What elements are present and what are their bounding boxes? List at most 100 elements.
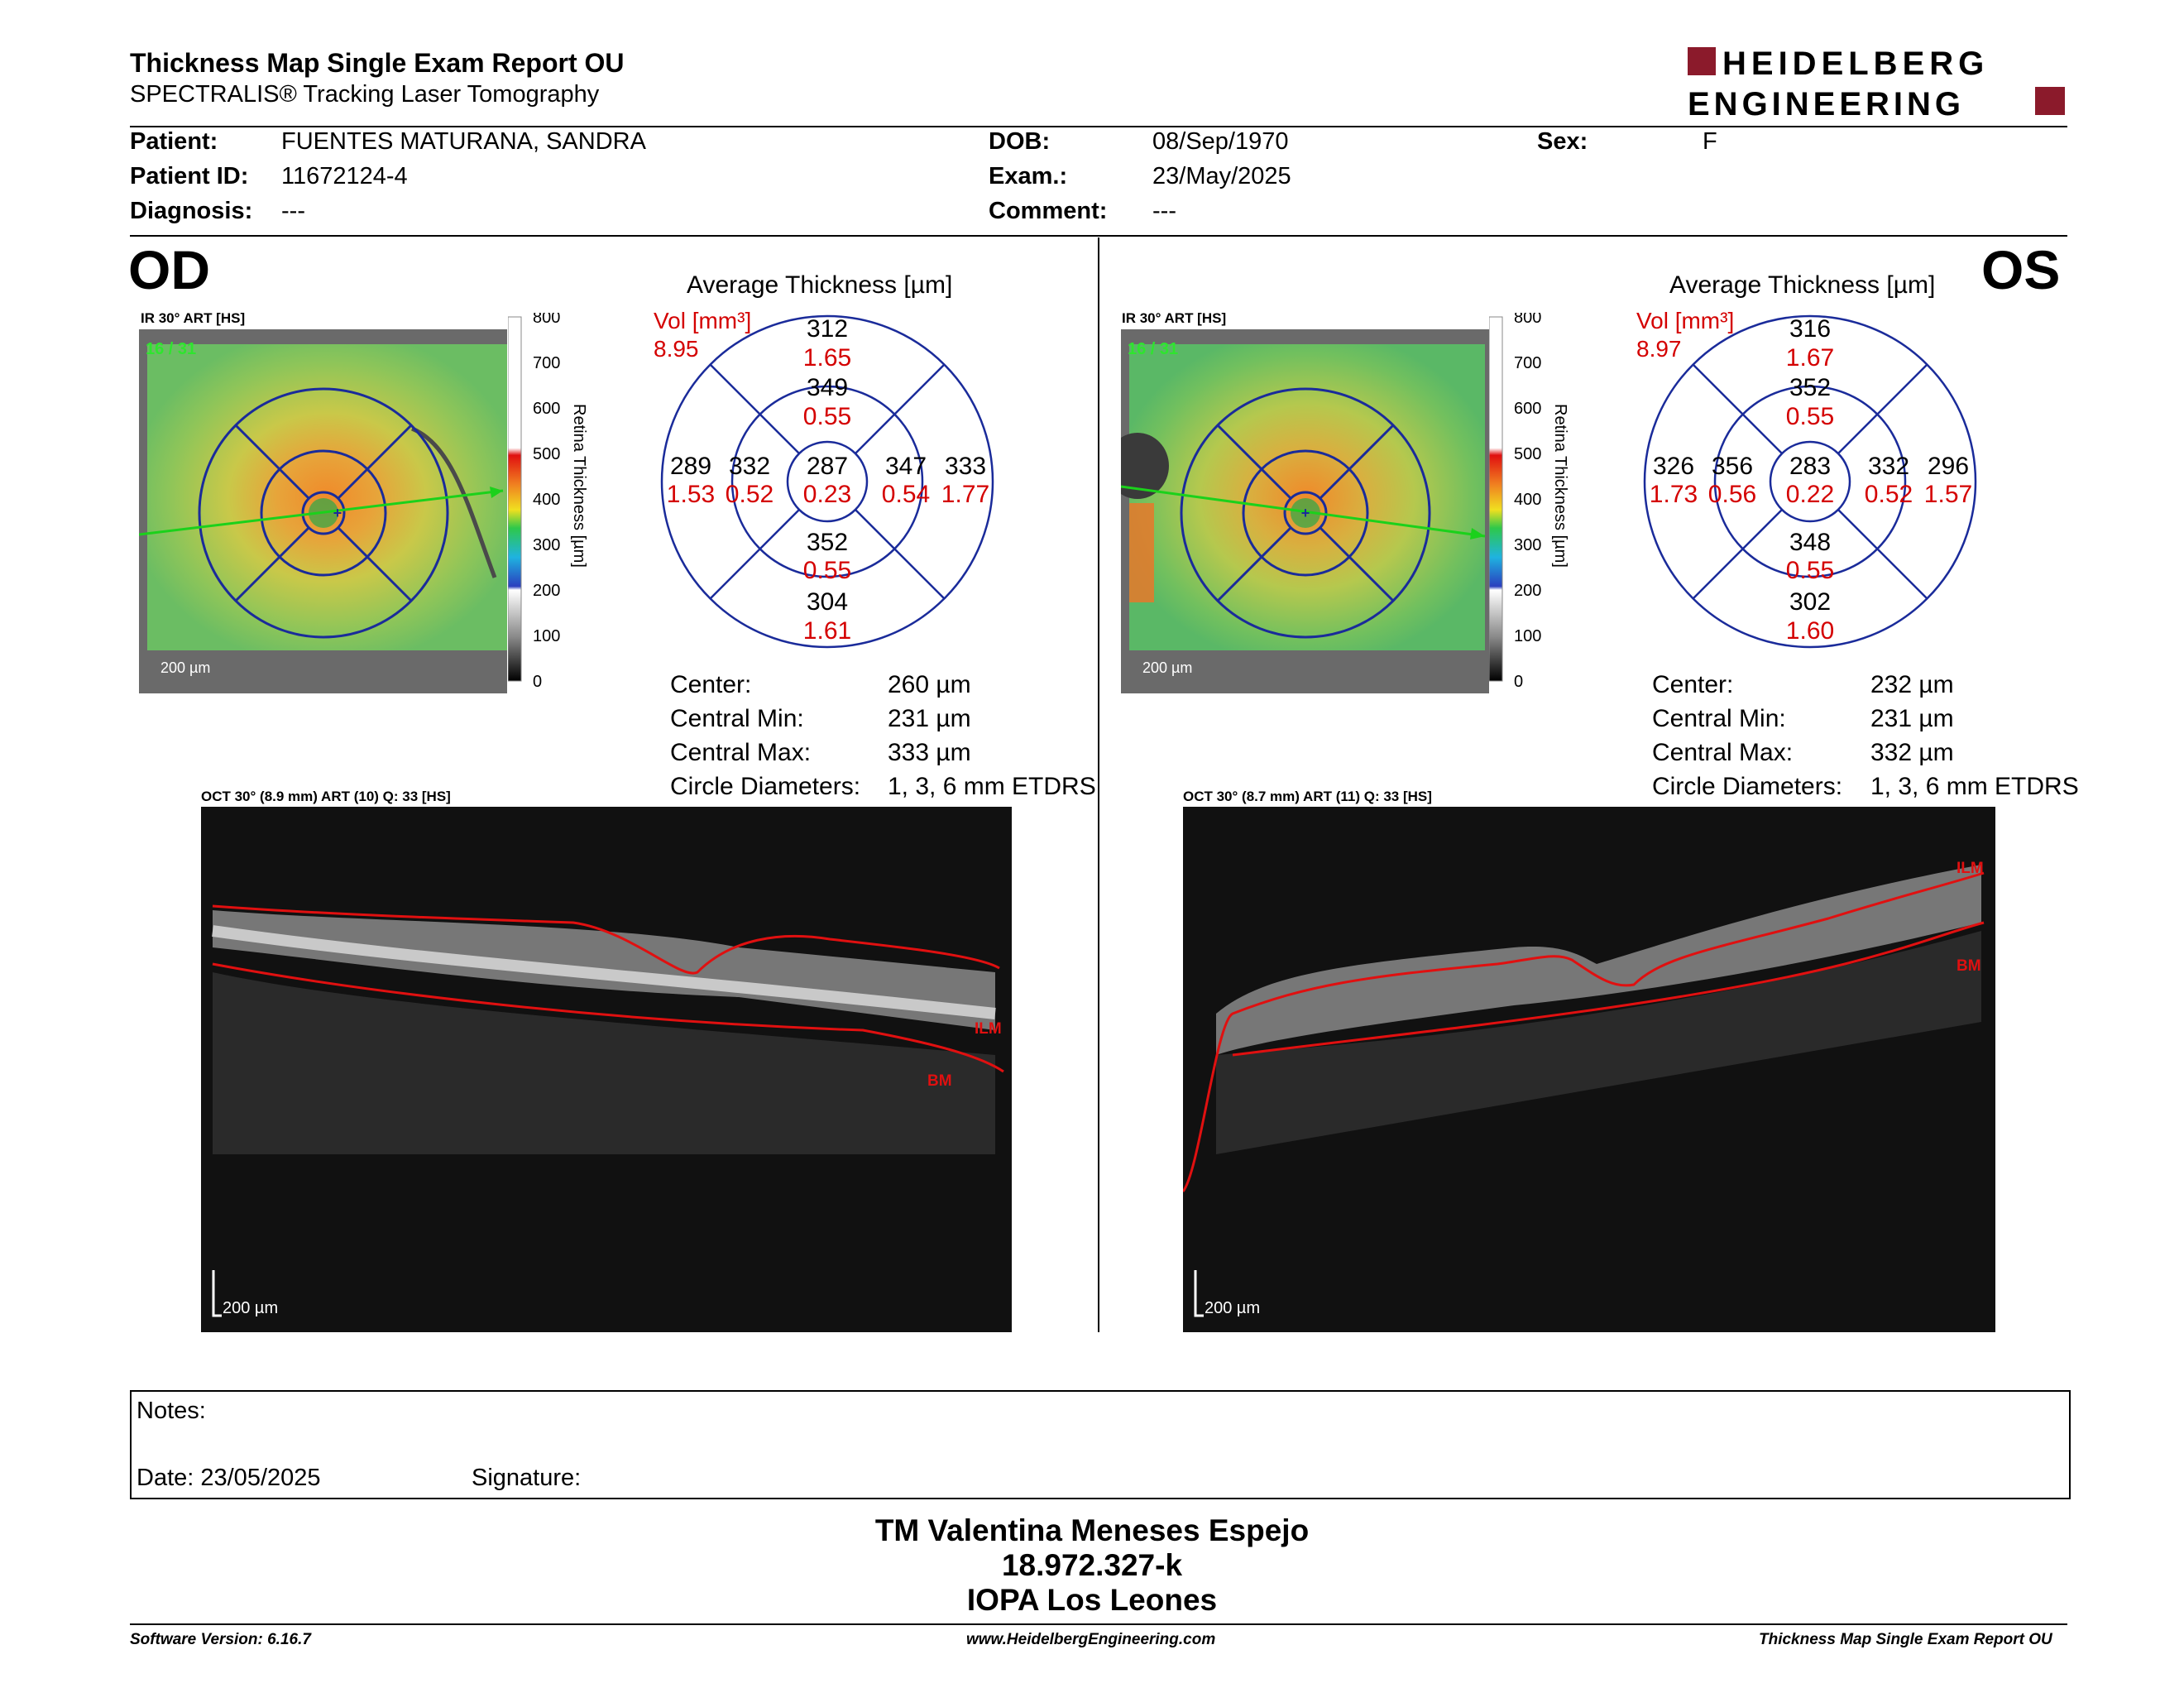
report-subtitle: SPECTRALIS® Tracking Laser Tomography [130,81,600,108]
os-outer-right-thickness: 296 [1928,453,1969,480]
od-inner-left-vol: 0.52 [726,481,774,508]
os-stat-value: 332 µm [1870,739,1954,766]
os-vol-label: Vol [mm³] [1636,308,1735,333]
os-thickness-map: + 16 / 31 200 µm [1121,329,1489,693]
svg-text:+: + [1301,505,1310,521]
os-center-vol: 0.22 [1786,481,1834,508]
os-ir-count: 16 / 31 [1128,340,1178,358]
os-colorbar-tick: 300 [1514,536,1541,554]
os-vol-value: 8.97 [1636,336,1682,362]
od-stat-label: Center: [670,671,752,698]
os-colorbar-tick: 800 [1514,313,1541,327]
os-etdrs-chart: 316 1.67 352 0.55 283 0.22 348 0.55 302 … [1643,314,1977,649]
od-vol-value: 8.95 [654,336,699,362]
os-stat-label: Central Max: [1652,739,1794,766]
od-outer-sup-vol: 1.65 [803,344,851,372]
os-inner-inf-vol: 0.55 [1786,557,1834,584]
exam-label: Exam.: [989,163,1068,189]
od-inner-inf-thickness: 352 [807,529,848,556]
od-thickness-map: + 16 / 31 200 µm [139,329,507,693]
od-outer-inf-thickness: 304 [807,588,848,616]
os-ir-label: IR 30° ART [HS] [1122,310,1227,326]
od-scale-label: 200 µm [160,659,210,676]
patient-id-label: Patient ID: [130,163,249,189]
os-outer-sup-vol: 1.67 [1786,344,1834,372]
notes-box[interactable] [130,1390,2071,1499]
os-colorbar-tick: 200 [1514,582,1541,600]
os-stat-label: Circle Diameters: [1652,773,1843,800]
signer-rut: 18.972.327-k [1001,1548,1183,1582]
od-stat-label: Circle Diameters: [670,773,861,800]
od-scan-line [139,489,504,536]
os-oct-label: OCT 30° (8.7 mm) ART (11) Q: 33 [HS] [1183,789,1432,804]
os-inner-sup-vol: 0.55 [1786,403,1834,430]
os-inner-right-thickness: 332 [1868,453,1909,480]
os-stat-value: 231 µm [1870,705,1954,732]
os-outer-inf-thickness: 302 [1789,588,1831,616]
od-center-vol: 0.23 [803,481,851,508]
logo-line2: ENGINEERING [1688,86,1965,120]
od-stat-label: Central Min: [670,705,804,732]
patient-label: Patient: [130,128,218,155]
od-oct-label: OCT 30° (8.9 mm) ART (10) Q: 33 [HS] [201,789,451,804]
os-inner-left-thickness: 356 [1712,453,1753,480]
os-inner-left-vol: 0.56 [1708,481,1756,508]
diagnosis-value: --- [281,198,305,224]
os-scale-label: 200 µm [1142,659,1192,676]
os-label: OS [1981,239,2061,300]
patient-divider [130,235,2067,237]
od-outer-inf-vol: 1.61 [803,617,851,645]
logo-square-bottom [2035,87,2065,115]
od-inner-inf-vol: 0.55 [803,557,851,584]
od-center-thickness: 287 [807,453,848,480]
od-etdrs-grid [198,387,449,639]
od-center-cross: + [333,505,342,521]
od-outer-left-vol: 1.53 [667,481,715,508]
od-stat-value: 260 µm [888,671,971,698]
logo-line1: HEIDELBERG [1722,46,1989,82]
exam-value: 23/May/2025 [1152,163,1291,189]
od-outer-right-vol: 1.77 [941,481,989,508]
diagnosis-label: Diagnosis: [130,198,253,224]
os-inner-right-vol: 0.52 [1865,481,1913,508]
os-colorbar-title: Retina Thickness [µm] [1551,404,1569,568]
od-colorbar-tick: 100 [533,627,560,645]
os-outer-sup-thickness: 316 [1789,315,1831,343]
patient-value: FUENTES MATURANA, SANDRA [281,128,646,155]
heidelberg-logo: HEIDELBERG ENGINEERING [1688,46,2065,120]
os-colorbar-tick: 400 [1514,491,1541,509]
os-stat-value: 232 µm [1870,671,1954,698]
os-inner-sup-thickness: 352 [1789,374,1831,401]
signature-label: Signature: [472,1465,582,1491]
od-colorbar-tick: 400 [533,491,560,509]
od-outer-right-thickness: 333 [945,453,986,480]
comment-label: Comment: [989,198,1108,224]
od-label: OD [128,239,210,300]
website-link[interactable]: www.HeidelbergEngineering.com [966,1631,1216,1648]
od-inner-right-thickness: 347 [885,453,927,480]
od-colorbar-tick: 600 [533,400,560,418]
header-divider [130,126,2067,127]
od-bm-label: BM [927,1072,952,1090]
os-colorbar-tick: 600 [1514,400,1541,418]
os-colorbar-tick: 100 [1514,627,1541,645]
od-colorbar-tick: 700 [533,354,560,372]
notes-label: Notes: [136,1398,206,1424]
dob-label: DOB: [989,128,1051,155]
od-ir-label: IR 30° ART [HS] [141,310,246,326]
od-colorbar-tick: 500 [533,445,560,463]
os-colorbar: 800 700 600 500 400 300 200 100 0 Retina… [1489,313,1569,691]
od-colorbar-title: Retina Thickness [µm] [570,404,588,568]
date-label: Date: 23/05/2025 [136,1465,321,1491]
signer-org: IOPA Los Leones [966,1583,1218,1617]
os-outer-right-vol: 1.57 [1924,481,1972,508]
os-ilm-label: ILM [1956,860,1984,877]
os-oct-scale: 200 µm [1205,1299,1260,1317]
dob-value: 08/Sep/1970 [1152,128,1289,155]
od-vessel [411,426,497,578]
od-ir-count: 16 / 31 [146,340,196,358]
footer-divider [130,1623,2067,1625]
os-stat-label: Center: [1652,671,1734,698]
software-version: Software Version: 6.16.7 [130,1631,311,1648]
patient-id-value: 11672124-4 [281,163,408,189]
